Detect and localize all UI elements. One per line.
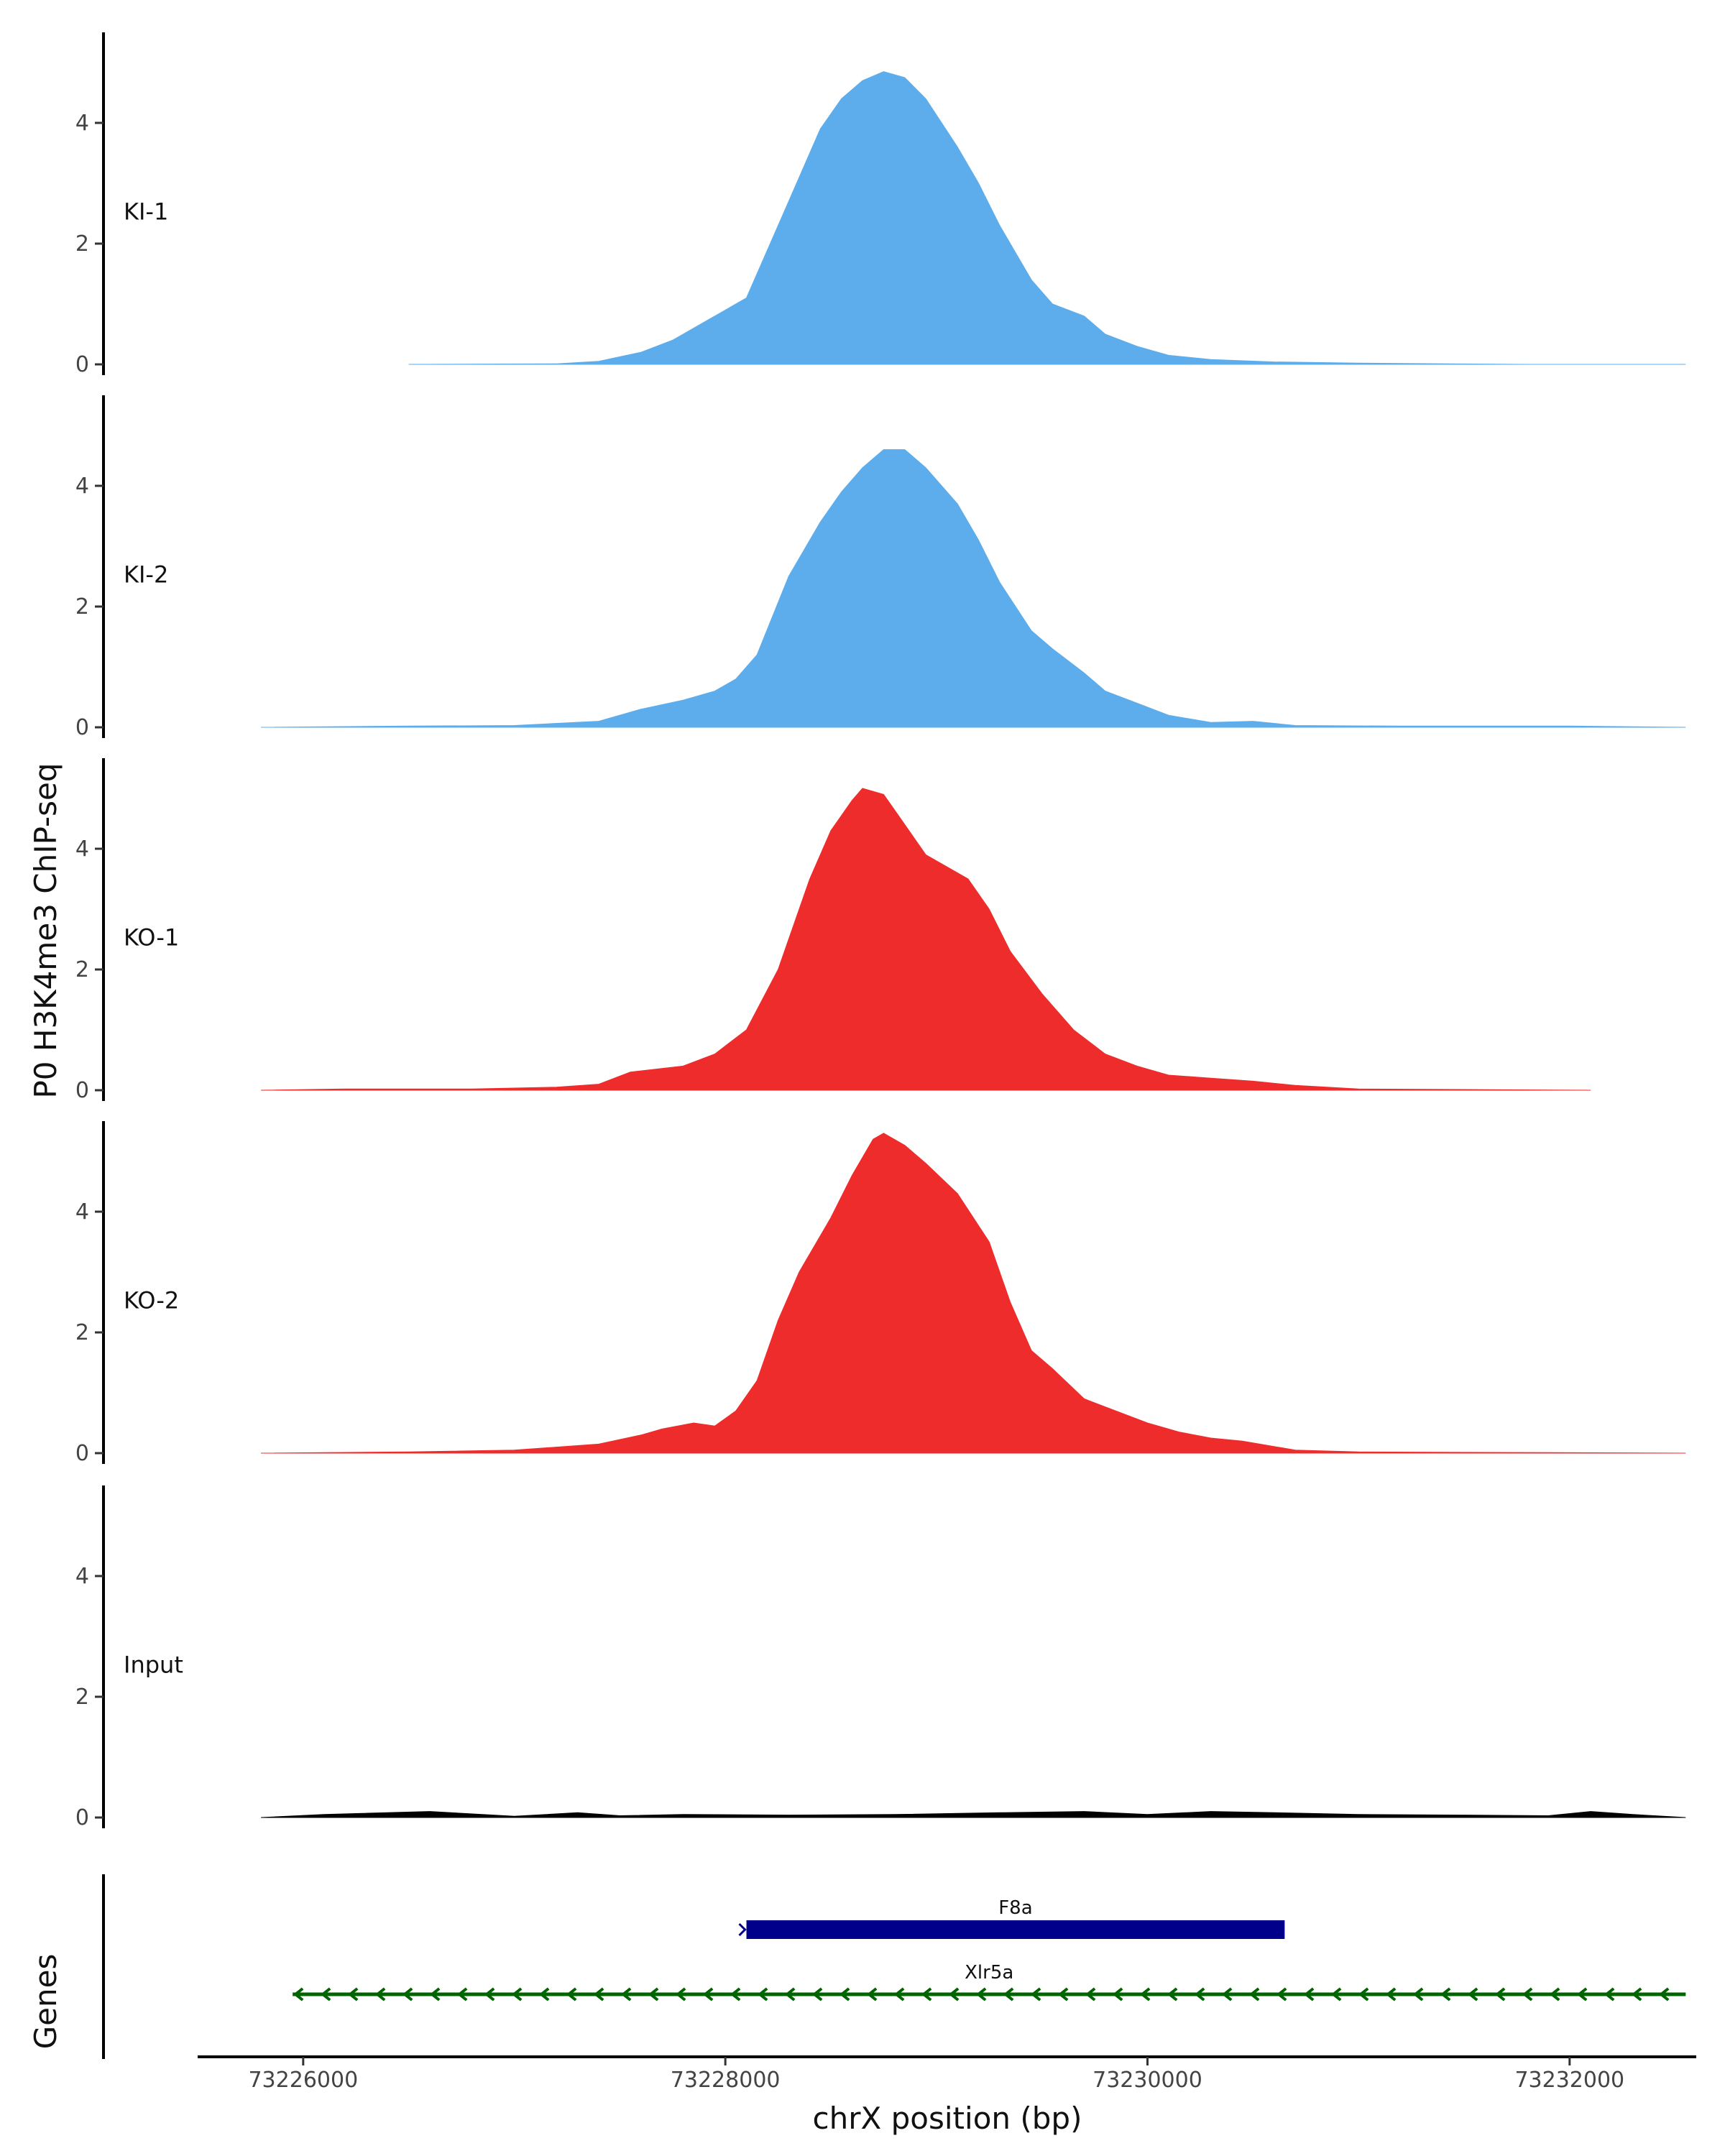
strand-arrow [593, 1987, 604, 2001]
strand-arrow [1003, 1987, 1014, 2001]
track-panel-ki-1: 0 2 4 KI-1 [75, 32, 1686, 377]
coverage-area-ko-2 [261, 1133, 1686, 1454]
strand-arrow [1412, 1987, 1424, 2001]
tracks-layer: 0 2 4 KI-1 0 2 4 KI-2 0 2 4 KO-1 0 2 4 KO-2 0 2 4 Input [75, 32, 1686, 1830]
strand-arrow [839, 1987, 850, 2001]
strand-arrow [811, 1987, 823, 2001]
y-tick-label: 4 [75, 111, 89, 136]
y-tick-label: 4 [75, 837, 89, 862]
gene-f8a: F8a [738, 1897, 1285, 1939]
strand-arrow [1440, 1987, 1451, 2001]
strand-arrow [738, 1922, 747, 1937]
track-panel-ki-2: 0 2 4 KI-2 [75, 395, 1686, 740]
strand-arrow [1248, 1987, 1260, 2001]
strand-arrow [1139, 1987, 1151, 2001]
strand-arrow [347, 1987, 359, 2001]
x-tick-label: 73226000 [248, 2068, 358, 2093]
strand-arrow [1085, 1987, 1096, 2001]
strand-arrow [566, 1987, 577, 2001]
track-panel-input: 0 2 4 Input [75, 1485, 1686, 1830]
y-tick-label: 0 [75, 715, 89, 740]
gene-xlr5a: Xlr5a [293, 1962, 1686, 2001]
y-tick-label: 4 [75, 1564, 89, 1589]
strand-arrow [975, 1987, 987, 2001]
gene-label: F8a [998, 1897, 1032, 1919]
track-panel-ko-2: 0 2 4 KO-2 [75, 1121, 1686, 1466]
strand-arrow [702, 1987, 714, 2001]
strand-arrow [1276, 1987, 1287, 2001]
coverage-area-ki-2 [261, 449, 1686, 728]
strand-arrow [1658, 1987, 1670, 2001]
y-axis-title: P0 H3K4me3 ChIP-seq [28, 763, 63, 1098]
x-axis-title: chrX position (bp) [813, 2101, 1082, 2136]
y-tick-label: 2 [75, 1320, 89, 1345]
strand-arrow [1358, 1987, 1369, 2001]
gene-exon-bar [746, 1920, 1285, 1939]
strand-arrow [948, 1987, 960, 2001]
y-tick-label: 2 [75, 231, 89, 257]
strand-arrow [1604, 1987, 1615, 2001]
strand-arrow [374, 1987, 386, 2001]
track-panel-ko-1: 0 2 4 KO-1 [75, 758, 1591, 1103]
x-tick-label: 73232000 [1514, 2068, 1624, 2093]
x-tick-label: 73230000 [1092, 2068, 1202, 2093]
strand-arrow [1522, 1987, 1533, 2001]
strand-arrow [1467, 1987, 1478, 2001]
y-tick-label: 0 [75, 352, 89, 377]
y-tick-label: 2 [75, 1685, 89, 1710]
genes-axis-title: Genes [28, 1954, 63, 2050]
y-tick-label: 4 [75, 474, 89, 499]
strand-arrow [620, 1987, 632, 2001]
strand-arrow [1576, 1987, 1588, 2001]
coverage-area-ko-1 [261, 788, 1591, 1091]
strand-arrow [1194, 1987, 1205, 2001]
strand-arrow [1631, 1987, 1642, 2001]
track-label: KO-1 [124, 924, 179, 952]
strand-arrow [293, 1987, 304, 2001]
strand-arrow [921, 1987, 932, 2001]
strand-arrow [1549, 1987, 1560, 2001]
strand-arrow [320, 1987, 331, 2001]
strand-arrow [402, 1987, 413, 2001]
strand-arrow [1112, 1987, 1123, 2001]
strand-arrow [1494, 1987, 1506, 2001]
strand-arrow [675, 1987, 686, 2001]
track-label: KI-2 [124, 561, 168, 589]
coverage-area-ki-1 [408, 71, 1686, 365]
y-tick-label: 2 [75, 594, 89, 619]
gene-label: Xlr5a [965, 1962, 1013, 1984]
strand-arrow [1167, 1987, 1178, 2001]
strand-arrow [648, 1987, 659, 2001]
track-label: KO-2 [124, 1287, 179, 1314]
y-tick-label: 0 [75, 1805, 89, 1830]
strand-arrow [1057, 1987, 1069, 2001]
track-label: KI-1 [124, 198, 168, 226]
strand-arrow [484, 1987, 495, 2001]
strand-arrow [511, 1987, 523, 2001]
y-tick-label: 4 [75, 1199, 89, 1225]
strand-arrow [893, 1987, 905, 2001]
track-label: Input [124, 1651, 183, 1679]
strand-arrow [1030, 1987, 1041, 2001]
strand-arrow [1385, 1987, 1397, 2001]
strand-arrow [1221, 1987, 1233, 2001]
y-tick-label: 0 [75, 1078, 89, 1103]
strand-arrow [730, 1987, 741, 2001]
strand-arrow [1303, 1987, 1315, 2001]
strand-arrow [784, 1987, 796, 2001]
y-tick-label: 0 [75, 1441, 89, 1466]
strand-arrow [757, 1987, 768, 2001]
strand-arrow [456, 1987, 468, 2001]
strand-arrow [1330, 1987, 1342, 2001]
x-axis: 73226000 73228000 73230000 73232000 [198, 2055, 1696, 2093]
x-tick-label: 73228000 [671, 2068, 781, 2093]
strand-arrow [538, 1987, 550, 2001]
genes-layer: F8a Xlr5a [102, 1874, 1686, 2059]
y-tick-label: 2 [75, 957, 89, 982]
strand-arrow [429, 1987, 441, 2001]
strand-arrow [866, 1987, 878, 2001]
coverage-area-input [261, 1811, 1686, 1818]
